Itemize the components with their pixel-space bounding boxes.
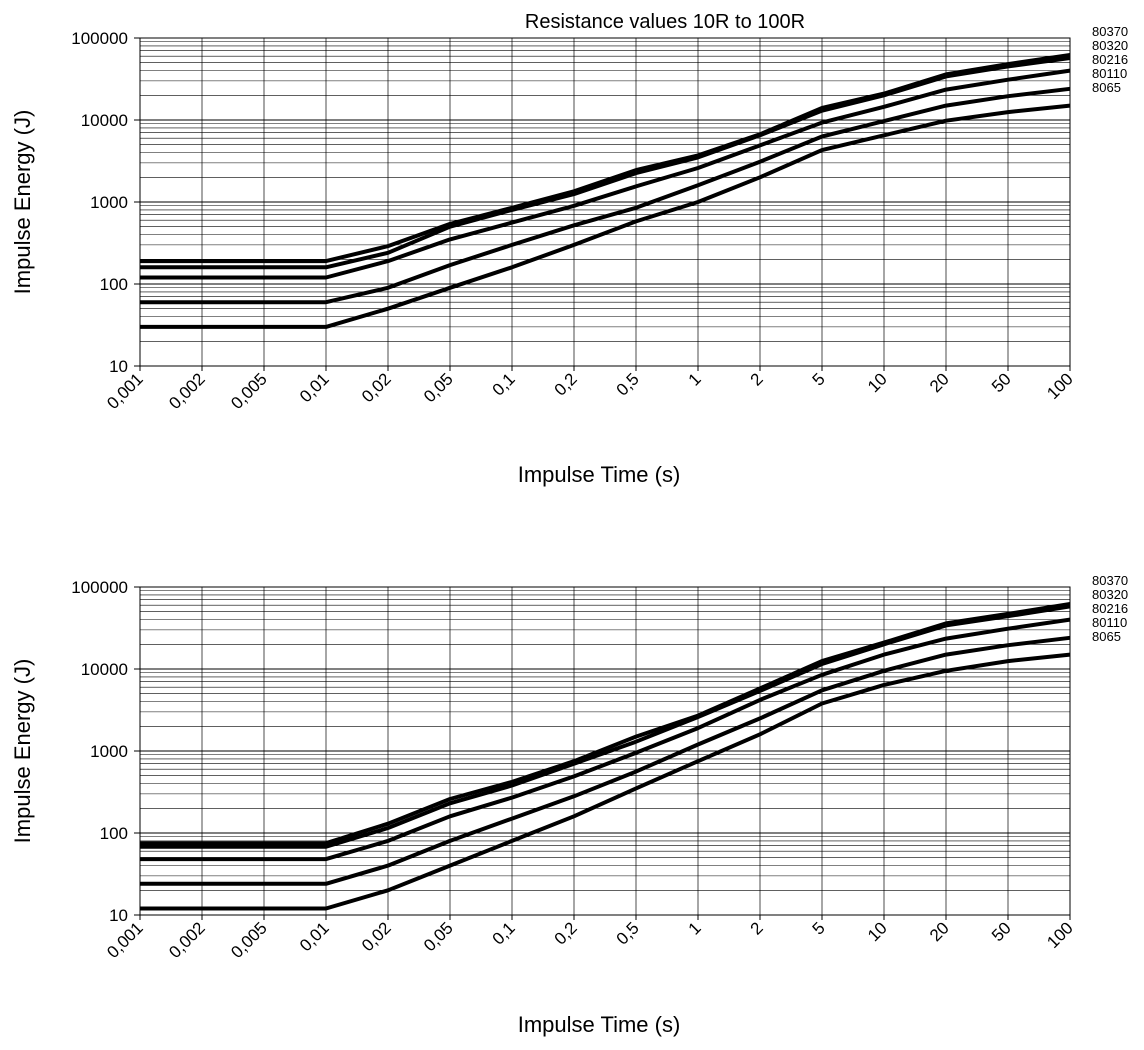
y-axis-label: Impulse Energy (J) <box>10 659 35 844</box>
y-tick-label: 10 <box>109 357 128 376</box>
x-tick-label: 20 <box>926 918 953 945</box>
x-axis-label: Impulse Time (s) <box>518 1012 681 1037</box>
y-tick-label: 100 <box>100 275 128 294</box>
x-tick-label: 0,002 <box>165 369 209 413</box>
series-line-8065 <box>140 652 1071 911</box>
x-tick-label: 0,02 <box>358 369 395 406</box>
y-tick-label: 100000 <box>71 578 128 597</box>
x-tick-label: 100 <box>1043 918 1076 951</box>
grid-lines <box>139 37 1071 367</box>
series-line-80320 <box>140 604 1071 849</box>
series-line-80216 <box>140 68 1071 280</box>
x-tick-label: 1 <box>685 918 705 938</box>
x-axis-label: Impulse Time (s) <box>518 462 681 487</box>
legend-entry: 8065 <box>1092 80 1121 95</box>
x-tick-label: 0,005 <box>227 918 271 962</box>
x-tick-label: 0,2 <box>551 369 581 399</box>
series-line-80320 <box>140 56 1071 270</box>
x-tick-label: 2 <box>747 369 767 389</box>
x-tick-label: 0,5 <box>613 918 643 948</box>
legend-entry: 80216 <box>1092 52 1128 67</box>
x-tick-label: 0,05 <box>420 369 457 406</box>
x-tick-label: 0,5 <box>613 369 643 399</box>
series-line-8065 <box>140 103 1071 329</box>
x-tick-label: 0,02 <box>358 918 395 955</box>
x-tick-label: 0,002 <box>165 918 209 962</box>
legend-entry: 80110 <box>1092 615 1127 630</box>
series-line-80370 <box>140 602 1071 846</box>
x-tick-label: 10 <box>864 918 891 945</box>
legend-entry: 8065 <box>1092 629 1121 644</box>
series-line-80216 <box>140 617 1071 862</box>
x-tick-label: 0,005 <box>227 369 271 413</box>
x-tick-label: 0,1 <box>489 369 519 399</box>
y-axis-label: Impulse Energy (J) <box>10 110 35 295</box>
x-tick-label: 0,1 <box>489 918 519 948</box>
x-tick-label: 50 <box>988 369 1015 396</box>
y-tick-label: 10000 <box>81 660 128 679</box>
x-tick-label: 5 <box>809 918 829 938</box>
x-tick-label: 20 <box>926 369 953 396</box>
legend-entry: 80320 <box>1092 38 1128 53</box>
x-tick-label: 5 <box>809 369 829 389</box>
y-tick-label: 10000 <box>81 111 128 130</box>
x-tick-label: 10 <box>864 369 891 396</box>
x-tick-label: 0,01 <box>296 369 333 406</box>
y-tick-label: 100 <box>100 824 128 843</box>
x-tick-label: 100 <box>1043 369 1076 402</box>
chart-title: Resistance values 10R to 100R <box>525 11 805 33</box>
y-tick-label: 100000 <box>71 29 128 48</box>
y-tick-label: 10 <box>109 906 128 925</box>
x-tick-label: 50 <box>988 918 1015 945</box>
legend-entry: 80370 <box>1092 573 1128 588</box>
legend-entry: 80320 <box>1092 587 1128 602</box>
series-line-80370 <box>140 53 1071 264</box>
y-tick-label: 1000 <box>90 742 128 761</box>
series-line-80110 <box>140 86 1071 305</box>
y-tick-label: 1000 <box>90 193 128 212</box>
legend-entry: 80110 <box>1092 66 1127 81</box>
legend-entry: 80370 <box>1092 24 1128 39</box>
x-tick-label: 2 <box>747 918 767 938</box>
x-tick-label: 0,05 <box>420 918 457 955</box>
series-line-80110 <box>140 635 1071 886</box>
legend-entry: 80216 <box>1092 601 1128 616</box>
x-tick-label: 0,2 <box>551 918 581 948</box>
x-tick-label: 0,01 <box>296 918 333 955</box>
x-tick-label: 1 <box>685 369 705 389</box>
